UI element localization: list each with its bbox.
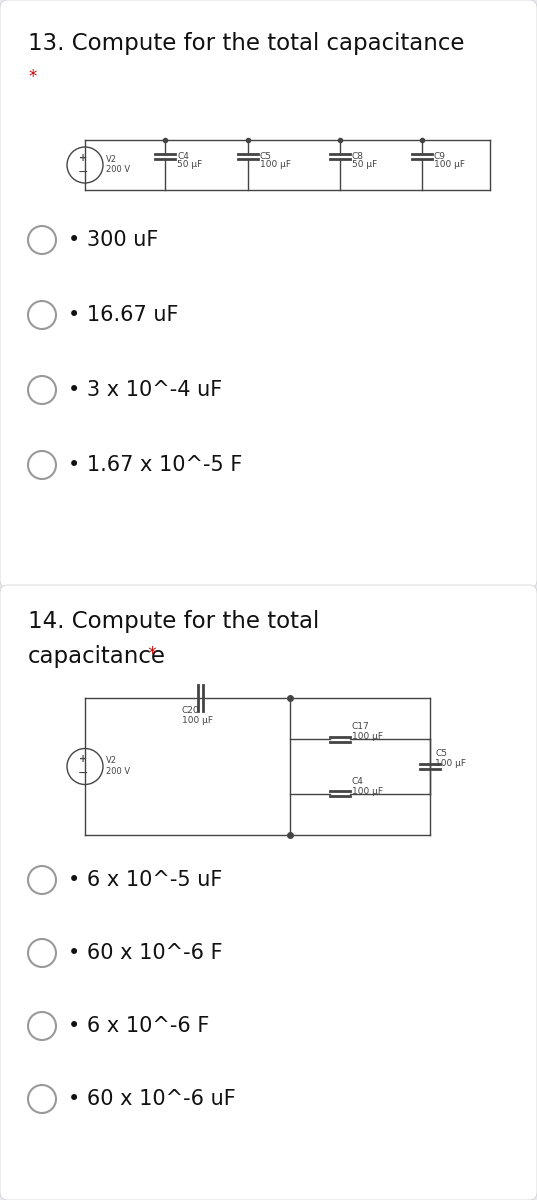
Text: +: + [79,755,87,764]
Text: • 60 x 10^-6 F: • 60 x 10^-6 F [68,943,223,962]
Text: 50 μF: 50 μF [352,160,378,169]
FancyBboxPatch shape [0,584,537,1200]
Text: capacitance: capacitance [28,646,166,668]
Text: 14. Compute for the total: 14. Compute for the total [28,610,320,634]
Text: 100 μF: 100 μF [352,787,383,796]
Text: 50 μF: 50 μF [177,160,202,169]
Text: • 16.67 uF: • 16.67 uF [68,305,178,325]
Text: • 300 uF: • 300 uF [68,230,158,250]
Text: 13. Compute for the total capacitance: 13. Compute for the total capacitance [28,32,465,55]
Text: 200 V: 200 V [106,166,130,174]
Text: C5: C5 [435,750,447,758]
Text: *: * [143,646,157,662]
Text: −: − [78,166,88,179]
Text: • 60 x 10^-6 uF: • 60 x 10^-6 uF [68,1090,236,1109]
Text: C17: C17 [352,722,370,731]
Text: −: − [78,767,88,780]
FancyBboxPatch shape [0,0,537,588]
Text: C9: C9 [434,152,446,161]
Text: • 6 x 10^-6 F: • 6 x 10^-6 F [68,1016,209,1036]
Text: C4: C4 [177,152,189,161]
Text: C5: C5 [260,152,272,161]
Text: • 1.67 x 10^-5 F: • 1.67 x 10^-5 F [68,455,242,475]
Text: 100 μF: 100 μF [435,760,466,768]
Text: 100 μF: 100 μF [182,716,213,725]
Text: V2: V2 [106,756,117,766]
Text: • 3 x 10^-4 uF: • 3 x 10^-4 uF [68,380,222,400]
Text: C8: C8 [352,152,364,161]
Text: 200 V: 200 V [106,767,130,776]
Text: 100 μF: 100 μF [434,160,465,169]
Text: C4: C4 [352,776,364,786]
Text: *: * [28,68,37,86]
Text: +: + [79,152,87,163]
Text: V2: V2 [106,155,117,163]
Text: • 6 x 10^-5 uF: • 6 x 10^-5 uF [68,870,222,890]
Text: C20: C20 [182,706,200,715]
Text: 100 μF: 100 μF [260,160,291,169]
Text: 100 μF: 100 μF [352,732,383,742]
